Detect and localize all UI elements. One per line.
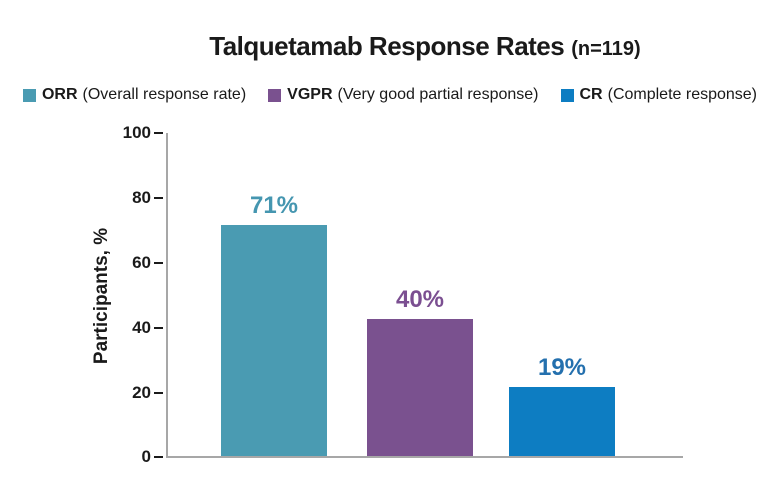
tick-mark — [154, 132, 163, 134]
bar-orr — [221, 225, 327, 456]
vgpr-swatch-icon — [268, 88, 282, 102]
chart-sample-size: (n=119) — [571, 38, 641, 60]
y-tick-20: 20 — [92, 383, 163, 403]
bar-value-label-vgpr: 40% — [395, 286, 445, 313]
legend-description-cr: (Complete response) — [607, 86, 758, 103]
bar-value-label-orr: 71% — [249, 192, 299, 219]
bar-vgpr — [367, 319, 473, 456]
bar-column-orr: 71% — [221, 192, 327, 456]
bar-column-vgpr: 40% — [367, 286, 473, 456]
tick-mark — [154, 262, 163, 264]
legend-description-vgpr: (Very good partial response) — [337, 86, 539, 103]
bar-value-label-cr: 19% — [537, 354, 587, 381]
tick-mark — [154, 197, 163, 199]
legend: ORR (Overall response rate) VGPR (Very g… — [0, 86, 780, 104]
tick-mark — [154, 392, 163, 394]
legend-item-cr: CR (Complete response) — [560, 86, 758, 104]
tick-mark — [154, 456, 163, 458]
y-tick-40: 40 — [92, 318, 163, 338]
legend-acronym-vgpr: VGPR — [287, 86, 333, 103]
legend-item-orr: ORR (Overall response rate) — [22, 86, 247, 104]
y-tick-0: 0 — [92, 447, 163, 467]
bar-column-cr: 19% — [509, 354, 615, 456]
plot-area: 71% 40% 19% — [166, 133, 683, 458]
bar-cr — [509, 387, 615, 456]
chart-title-text: Talquetamab Response Rates — [209, 31, 565, 61]
legend-acronym-orr: ORR — [41, 86, 78, 103]
cr-swatch-icon — [560, 88, 574, 102]
legend-item-vgpr: VGPR (Very good partial response) — [268, 86, 539, 104]
y-tick-80: 80 — [92, 188, 163, 208]
tick-mark — [154, 327, 163, 329]
legend-acronym-cr: CR — [579, 86, 603, 103]
y-tick-60: 60 — [92, 253, 163, 273]
chart-title: Talquetamab Response Rates (n=119) — [70, 31, 780, 62]
y-axis-title: Participants, % — [91, 227, 112, 365]
y-tick-100: 100 — [92, 123, 163, 143]
orr-swatch-icon — [22, 88, 36, 102]
legend-description-orr: (Overall response rate) — [82, 86, 247, 103]
